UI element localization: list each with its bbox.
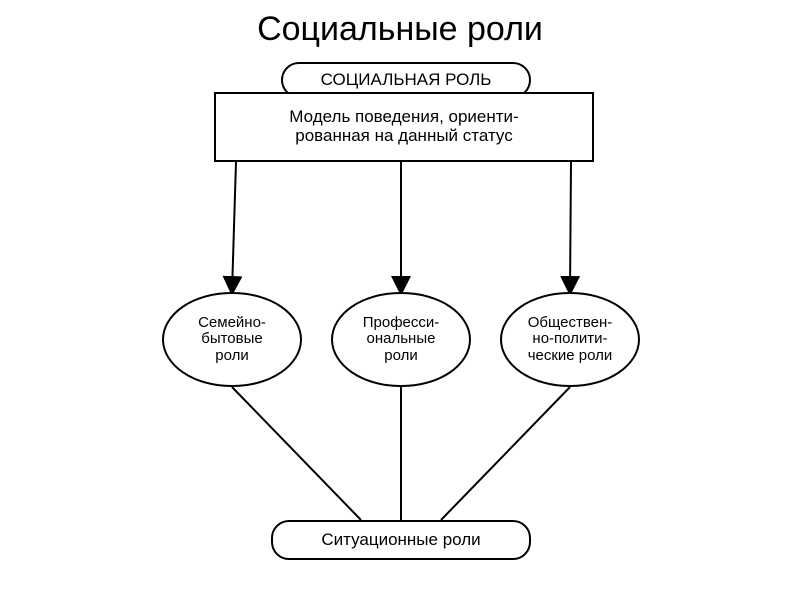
node-family-roles: Семейно-бытовыероли <box>162 292 302 387</box>
page-title: Социальные роли <box>0 10 800 49</box>
edge-3 <box>232 387 361 520</box>
node-top-title-label: СОЦИАЛЬНАЯ РОЛЬ <box>321 71 492 90</box>
node-political-roles-label: Обществен-но-полити-ческие роли <box>528 315 613 365</box>
node-situational-roles: Ситуационные роли <box>271 520 531 560</box>
node-professional-roles: Професси-ональныероли <box>331 292 471 387</box>
node-professional-roles-label: Професси-ональныероли <box>363 315 440 365</box>
node-family-roles-label: Семейно-бытовыероли <box>198 315 266 365</box>
node-definition-label: Модель поведения, ориенти-рованная на да… <box>289 108 518 145</box>
edge-5 <box>441 387 570 520</box>
node-situational-roles-label: Ситуационные роли <box>321 531 480 550</box>
edge-2 <box>570 162 571 292</box>
node-definition: Модель поведения, ориенти-рованная на да… <box>214 92 594 162</box>
node-political-roles: Обществен-но-полити-ческие роли <box>500 292 640 387</box>
edge-0 <box>232 162 236 292</box>
social-roles-diagram: СОЦИАЛЬНАЯ РОЛЬ Модель поведения, ориент… <box>116 62 686 572</box>
